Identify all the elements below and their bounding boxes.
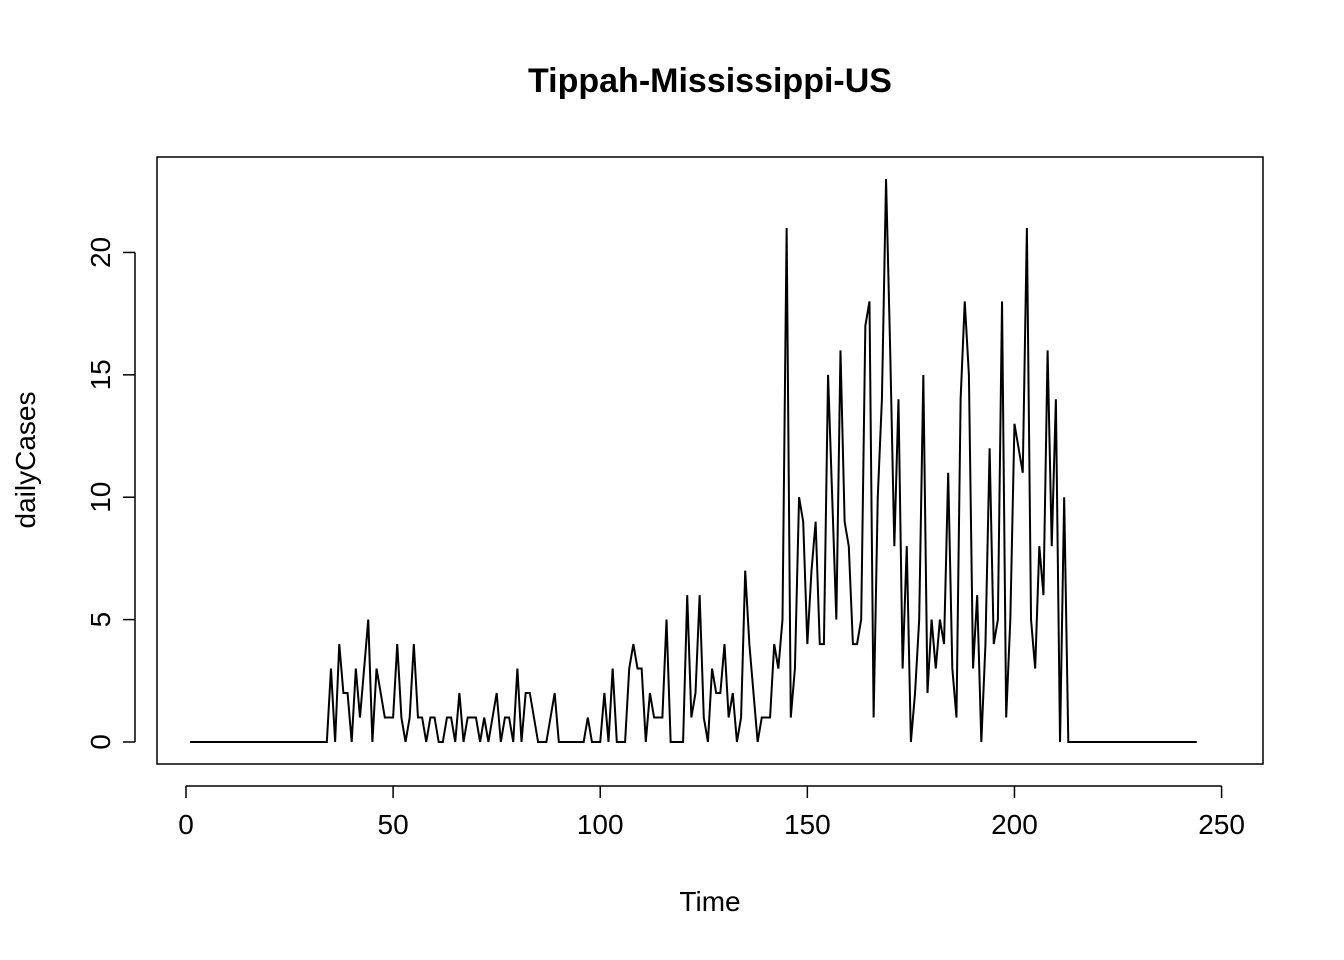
x-axis: 0 50 100 150 200 250 (178, 785, 1245, 840)
y-tick-label: 10 (85, 482, 116, 513)
y-tick-label: 15 (85, 359, 116, 390)
x-axis-label: Time (679, 886, 740, 917)
chart-title: Tippah-Mississippi-US (528, 62, 892, 100)
x-tick-label: 0 (178, 809, 194, 840)
plot-frame (156, 156, 1264, 765)
x-tick-label: 150 (784, 809, 831, 840)
x-tick-label: 200 (991, 809, 1038, 840)
y-tick-label: 5 (85, 612, 116, 628)
series-line (190, 179, 1197, 743)
x-tick-label: 250 (1198, 809, 1245, 840)
x-tick-label: 50 (378, 809, 409, 840)
y-axis: 0 5 10 15 20 (85, 237, 136, 750)
y-axis-label: dailyCases (10, 392, 41, 529)
y-tick-label: 20 (85, 237, 116, 268)
x-tick-label: 100 (577, 809, 624, 840)
y-tick-label: 0 (85, 734, 116, 750)
